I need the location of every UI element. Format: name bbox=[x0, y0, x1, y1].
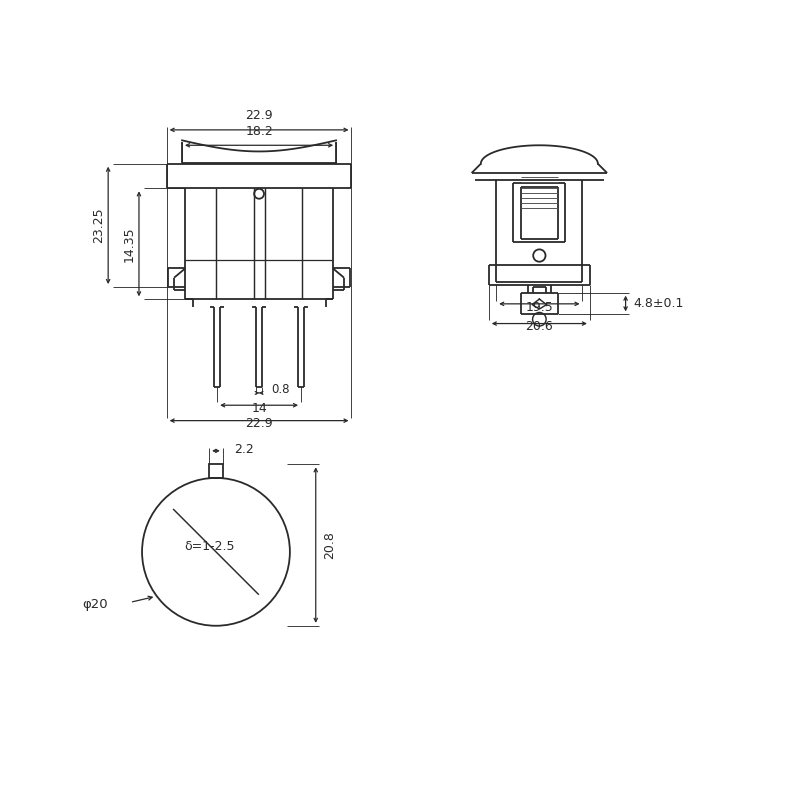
Text: 20.8: 20.8 bbox=[323, 531, 336, 559]
Text: 19.5: 19.5 bbox=[526, 301, 554, 314]
Text: 22.9: 22.9 bbox=[246, 418, 273, 430]
Text: φ20: φ20 bbox=[82, 598, 108, 610]
Text: 4.8±0.1: 4.8±0.1 bbox=[633, 297, 683, 310]
Text: 2.2: 2.2 bbox=[234, 443, 254, 456]
Text: 20.6: 20.6 bbox=[526, 321, 554, 334]
Text: 14: 14 bbox=[251, 402, 267, 415]
Text: 23.25: 23.25 bbox=[92, 207, 105, 243]
Text: 14.35: 14.35 bbox=[123, 226, 136, 262]
Text: 18.2: 18.2 bbox=[246, 125, 273, 138]
Text: 0.8: 0.8 bbox=[271, 383, 290, 396]
Text: 22.9: 22.9 bbox=[246, 110, 273, 122]
Text: δ=1-2.5: δ=1-2.5 bbox=[185, 541, 235, 554]
